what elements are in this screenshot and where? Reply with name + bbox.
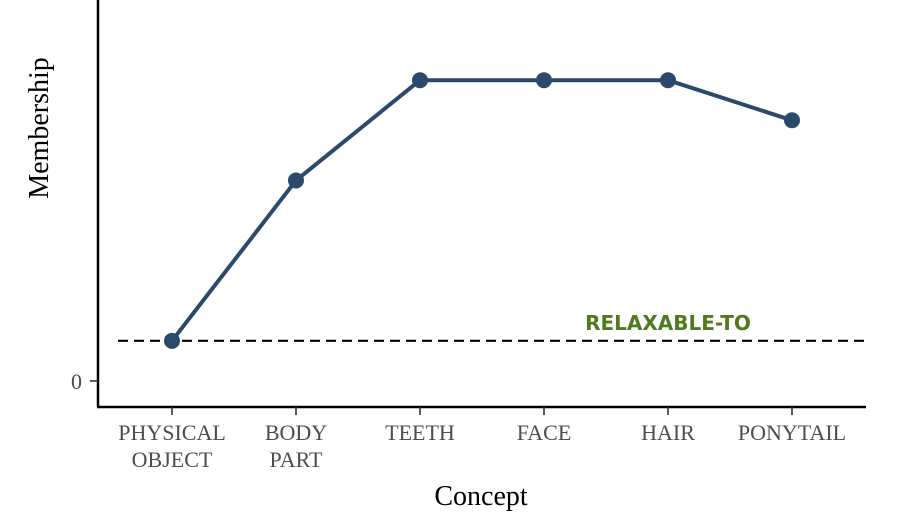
- y-axis-title: Membership: [24, 57, 55, 199]
- x-tick-label: PHYSICAL OBJECT: [118, 420, 226, 472]
- data-point: [288, 172, 304, 189]
- data-point: [412, 72, 428, 89]
- x-tick-label: BODY PART: [265, 420, 327, 472]
- axis-ticks: PHYSICAL OBJECT BODY PART TEETH FACE HAIR PONYT…: [71, 369, 846, 472]
- threshold-label: RELAXABLE-TO: [585, 311, 751, 335]
- x-axis-title: Concept: [434, 481, 528, 512]
- data-point: [784, 112, 800, 129]
- data-point: [536, 72, 552, 89]
- x-tick-label: PONYTAIL: [738, 420, 846, 445]
- x-tick-label: TEETH: [385, 420, 455, 445]
- data-point: [660, 72, 676, 89]
- data-point: [164, 332, 180, 349]
- x-tick-label: HAIR: [641, 420, 695, 445]
- series-line: [170, 78, 793, 343]
- series-group: [164, 72, 800, 349]
- x-tick-label: FACE: [517, 420, 572, 445]
- y-tick-label: 0: [71, 369, 82, 394]
